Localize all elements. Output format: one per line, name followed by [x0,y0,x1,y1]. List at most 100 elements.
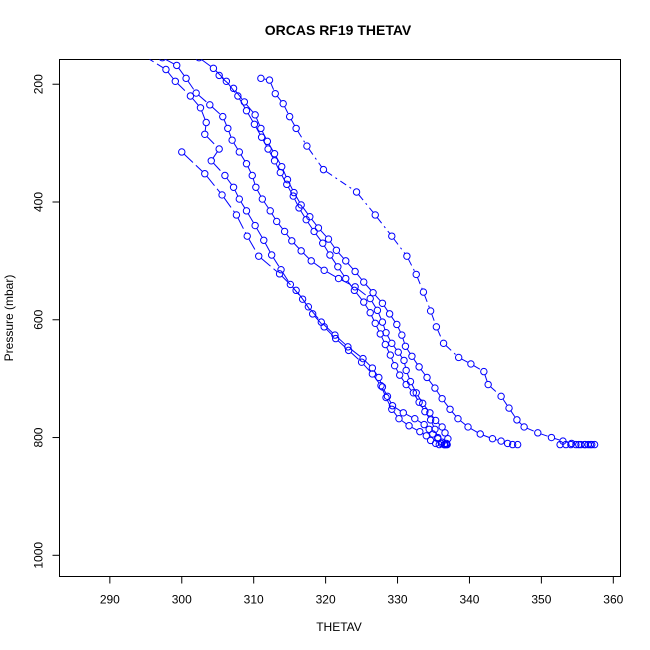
data-point [426,416,435,424]
series-line-segment [282,272,289,282]
x-tick-label: 350 [531,593,551,607]
series-line-segment [297,292,307,305]
data-point [480,367,488,376]
series-line-segment [270,83,275,91]
data-point [488,435,497,443]
series-line-segment [407,258,416,272]
data-point [218,191,226,199]
series-line-segment [431,422,434,427]
data-point [215,145,223,153]
data-point [195,59,203,62]
series-line-segment [391,358,394,363]
data-point [331,331,339,339]
series-line-segment [365,360,371,366]
data-point [476,430,484,438]
data-point [265,76,274,84]
series-line-segment [460,420,466,426]
series-line-segment [255,127,261,135]
series-line-segment [431,313,436,324]
x-tick-label: 340 [459,593,479,607]
series-line-segment [406,348,411,354]
data-point [464,423,472,431]
series-line-segment [290,119,295,126]
series-line-segment [363,364,371,372]
series-line-segment [540,433,549,437]
series-line-segment [408,386,412,391]
series-line-segment [420,404,424,409]
data-point [171,77,179,85]
plot-frame [59,59,621,577]
series-7 [556,440,599,449]
data-point [267,251,276,259]
series-1 [148,59,451,449]
data-point [403,252,411,260]
series-line-segment [461,358,469,363]
series-line-segment [313,262,322,269]
series-line-segment [286,233,291,239]
series-line-segment [264,243,271,253]
series-line-segment [357,288,368,297]
series-line-segment [428,379,434,386]
series-line-segment [323,324,333,334]
series-line-segment [383,325,386,330]
data-point [368,364,377,372]
data-point [426,409,434,417]
series-line-segment [273,257,280,268]
data-point [344,343,352,351]
data-point [556,440,564,449]
series-line-segment [413,358,418,365]
data-point [431,425,439,433]
series-line-segment [420,369,426,376]
data-point [369,288,377,297]
data-point [255,252,263,260]
series-line-segment [326,271,336,278]
series-line-segment [278,223,283,230]
data-point [334,263,342,271]
data-point [229,84,238,93]
data-point [398,331,406,339]
data-point [378,318,387,326]
data-point [371,211,379,219]
series-line-segment [295,195,300,203]
data-point [388,232,396,240]
data-point [192,89,200,97]
series-line-segment [288,182,293,190]
series-line-segment [325,171,355,191]
series-line-segment [276,96,282,102]
series-line-segment [310,309,320,320]
data-point [224,124,232,133]
data-point [446,405,454,413]
series-line-segment [281,275,295,289]
data-point [441,429,449,437]
series-line-segment [215,70,225,80]
data-point [252,183,260,191]
data-point [432,323,441,331]
data-point [173,61,181,70]
data-point [159,59,166,62]
series-line-segment [374,294,381,302]
data-point [409,389,418,397]
series-line-segment [417,277,423,290]
series-line-segment [426,414,430,418]
data-point [388,405,396,413]
data-point [383,392,392,401]
series-line-segment [358,194,374,213]
data-point [235,148,244,156]
series-line-segment [235,90,243,100]
series-line-segment [376,326,380,332]
data-point [394,348,402,356]
series-line-segment [436,390,441,397]
data-point [357,358,366,366]
data-point [401,342,410,350]
series-line-segment [395,368,399,373]
data-point [547,433,556,442]
series-line-segment [167,71,174,79]
data-point [416,427,424,436]
data-point [425,425,433,433]
series-5 [215,71,522,449]
series-line-segment [201,59,211,67]
data-point [332,246,341,254]
y-tick-label: 400 [32,192,46,212]
series-line-segment [406,413,413,418]
